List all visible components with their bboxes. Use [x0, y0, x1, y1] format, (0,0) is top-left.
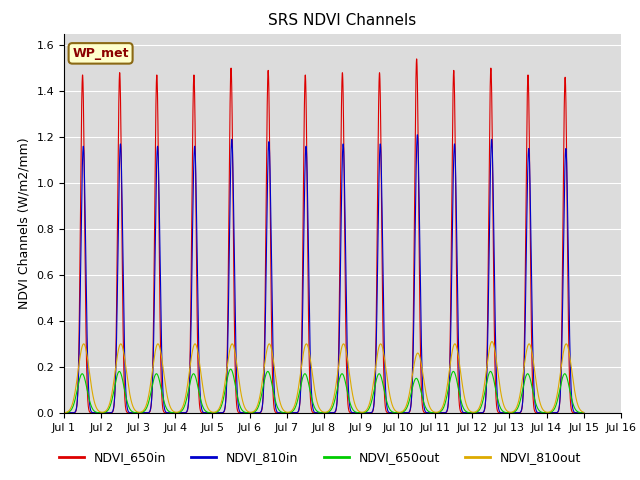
NDVI_810in	[413, 132, 421, 138]
NDVI_650out	[580, 410, 588, 416]
NDVI_810out	[257, 392, 264, 397]
NDVI_650in	[257, 410, 264, 416]
Text: WP_met: WP_met	[72, 47, 129, 60]
Title: SRS NDVI Channels: SRS NDVI Channels	[268, 13, 417, 28]
NDVI_650out	[267, 375, 275, 381]
NDVI_810out	[60, 410, 68, 416]
NDVI_810out	[488, 339, 496, 345]
NDVI_650in	[267, 239, 275, 245]
NDVI_810in	[196, 389, 204, 395]
NDVI_650in	[60, 410, 68, 416]
NDVI_650out	[257, 398, 264, 404]
Line: NDVI_650out: NDVI_650out	[64, 369, 584, 413]
NDVI_810out	[196, 364, 204, 370]
NDVI_650in	[412, 101, 419, 107]
Y-axis label: NDVI Channels (W/m2/mm): NDVI Channels (W/m2/mm)	[18, 137, 31, 309]
NDVI_650out	[196, 395, 204, 400]
Line: NDVI_810in: NDVI_810in	[64, 135, 584, 413]
NDVI_650out	[412, 376, 419, 382]
NDVI_810out	[412, 355, 419, 360]
NDVI_810in	[257, 409, 264, 415]
Line: NDVI_810out: NDVI_810out	[64, 342, 584, 413]
NDVI_810out	[267, 343, 275, 348]
NDVI_650in	[196, 407, 204, 412]
NDVI_810out	[312, 393, 319, 398]
NDVI_650in	[580, 410, 588, 416]
NDVI_810out	[88, 383, 95, 388]
NDVI_650in	[312, 410, 319, 416]
NDVI_650in	[413, 56, 420, 62]
NDVI_810in	[312, 410, 319, 416]
NDVI_650out	[227, 366, 234, 372]
NDVI_650out	[60, 410, 68, 416]
Line: NDVI_650in: NDVI_650in	[64, 59, 584, 413]
NDVI_810in	[580, 410, 588, 416]
NDVI_810in	[60, 410, 68, 416]
NDVI_650out	[312, 407, 319, 412]
NDVI_810in	[267, 196, 275, 202]
NDVI_650in	[88, 410, 95, 416]
Legend: NDVI_650in, NDVI_810in, NDVI_650out, NDVI_810out: NDVI_650in, NDVI_810in, NDVI_650out, NDV…	[54, 446, 586, 469]
NDVI_650out	[88, 403, 95, 409]
NDVI_810out	[580, 409, 588, 415]
NDVI_810in	[412, 200, 419, 205]
NDVI_810in	[88, 409, 95, 415]
